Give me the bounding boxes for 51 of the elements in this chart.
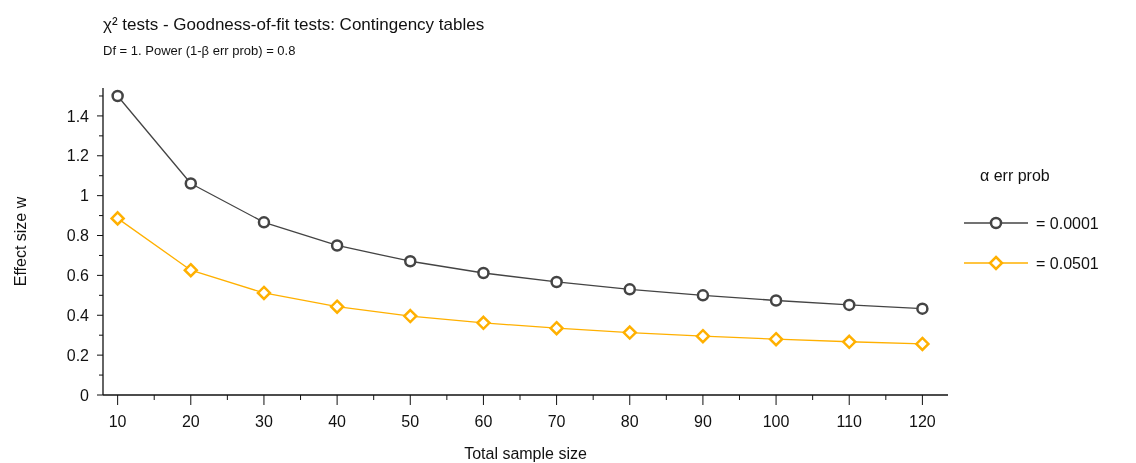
- point: [403, 308, 418, 324]
- legend-label: = 0.0501: [1036, 254, 1099, 272]
- point: [111, 89, 124, 103]
- x-tick-label: 40: [328, 413, 347, 430]
- point: [696, 289, 710, 302]
- y-tick-label: 1: [80, 187, 90, 205]
- legend-title: α err prob: [980, 166, 1050, 184]
- y-tick-label: 0: [80, 386, 90, 404]
- point: [183, 262, 199, 278]
- x-tick-label: 100: [762, 413, 790, 430]
- point: [404, 254, 417, 268]
- chart-title: χ² tests - Goodness-of-fit tests: Contingency tables: [103, 15, 485, 34]
- point: [916, 302, 929, 315]
- point: [550, 275, 563, 289]
- point: [476, 315, 491, 331]
- y-tick-label: 0.2: [66, 346, 90, 364]
- point: [623, 283, 636, 296]
- legend-label: = 0.0001: [1036, 214, 1099, 232]
- point: [477, 266, 490, 280]
- point: [329, 299, 345, 314]
- point: [915, 336, 930, 352]
- point: [768, 331, 784, 347]
- x-tick-label: 30: [255, 413, 273, 430]
- point: [184, 177, 198, 190]
- x-tick-label: 70: [547, 413, 566, 430]
- point: [842, 298, 856, 312]
- y-tick-label: 0.4: [66, 306, 90, 324]
- y-tick-label: 0.6: [66, 266, 90, 284]
- x-tick-label: 90: [694, 413, 712, 430]
- y-tick-label: 0.8: [66, 227, 90, 245]
- point: [330, 239, 344, 252]
- x-tick-label: 60: [474, 413, 493, 430]
- point: [549, 320, 564, 336]
- point: [622, 325, 637, 340]
- y-axis-title: Effect size w: [12, 196, 29, 287]
- point: [769, 294, 783, 307]
- x-tick-label: 120: [909, 413, 936, 430]
- x-tick-label: 20: [181, 413, 200, 430]
- y-tick-label: 1.4: [66, 107, 90, 125]
- x-tick-label: 110: [836, 413, 863, 430]
- point: [257, 216, 271, 229]
- x-tick-label: 50: [401, 413, 420, 430]
- point: [695, 328, 711, 344]
- point: [841, 334, 857, 350]
- x-tick-label: 80: [620, 413, 639, 430]
- y-tick-label: 1.2: [66, 147, 90, 165]
- point: [110, 211, 125, 226]
- point: [256, 285, 272, 301]
- x-axis-title: Total sample size: [464, 445, 587, 462]
- x-tick-label: 10: [108, 413, 127, 430]
- chart-subtitle: Df = 1. Power (1-β err prob) = 0.8: [103, 43, 296, 58]
